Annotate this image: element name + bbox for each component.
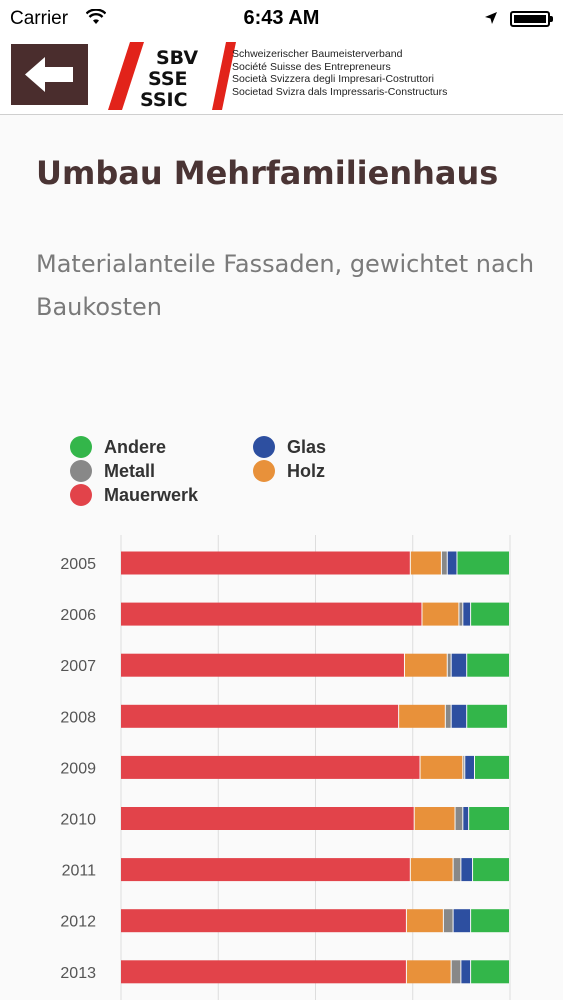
wifi-icon	[86, 9, 106, 24]
stacked-bar-chart: 2005 2006 2007 2008 2009 2010 2011 2012 2013	[60, 535, 511, 1000]
bar-segment-mauerwerk-2006[interactable]	[121, 602, 422, 626]
legend-item-holz[interactable]: Holz	[253, 459, 325, 483]
content-area: Umbau Mehrfamilienhaus Materialanteile F…	[0, 115, 563, 1000]
bar-segment-holz-2013[interactable]	[406, 960, 451, 984]
bar-segment-metall-2011[interactable]	[453, 858, 461, 882]
logo-line-3: SSIC	[140, 89, 188, 110]
bar-segment-glas-2012[interactable]	[453, 909, 471, 933]
y-tick-label: 2012	[60, 914, 96, 931]
bar-segment-holz-2005[interactable]	[410, 551, 441, 575]
bar-segment-andere-2012[interactable]	[471, 909, 509, 933]
bar-segment-metall-2013[interactable]	[451, 960, 461, 984]
bar-segment-metall-2005[interactable]	[441, 551, 447, 575]
bar-segment-glas-2006[interactable]	[463, 602, 471, 626]
y-tick-label: 2010	[60, 812, 96, 829]
legend-swatch	[70, 484, 92, 506]
bar-segment-andere-2011[interactable]	[473, 858, 509, 882]
sbv-logo: SBV SSE SSIC	[108, 42, 236, 110]
logo-line-2: SSE	[148, 68, 188, 90]
bar-segment-holz-2010[interactable]	[414, 807, 455, 830]
bar-segment-metall-2009[interactable]	[463, 755, 465, 779]
bar-segment-andere-2005[interactable]	[457, 551, 509, 575]
legend-item-mauerwerk[interactable]: Mauerwerk	[70, 483, 198, 507]
bar-segment-mauerwerk-2013[interactable]	[121, 960, 406, 984]
bar-segment-glas-2010[interactable]	[463, 807, 469, 830]
chart-legend: Andere Glas Metall Holz Mauerwerk	[70, 435, 550, 515]
org-name-it: Società Svizzera degli Impresari-Costrut…	[232, 73, 434, 85]
y-tick-label: 2007	[60, 658, 96, 675]
arrow-left-icon	[25, 57, 73, 92]
legend-item-glas[interactable]: Glas	[253, 435, 326, 459]
bar-segment-mauerwerk-2008[interactable]	[121, 704, 399, 728]
organization-names: Schweizerischer Baumeisterverband Sociét…	[232, 48, 447, 98]
location-arrow-icon	[485, 12, 497, 24]
bar-segment-holz-2006[interactable]	[422, 602, 459, 626]
bar-segment-mauerwerk-2009[interactable]	[121, 755, 420, 779]
carrier-label: Carrier	[10, 8, 69, 29]
bar-segment-mauerwerk-2005[interactable]	[121, 551, 410, 575]
y-tick-label: 2009	[60, 760, 96, 777]
legend-item-metall[interactable]: Metall	[70, 459, 155, 483]
y-tick-label: 2011	[62, 863, 97, 880]
bar-segment-glas-2008[interactable]	[451, 704, 467, 728]
bar-segment-mauerwerk-2011[interactable]	[121, 858, 410, 882]
bar-segment-andere-2007[interactable]	[467, 653, 509, 677]
bar-segment-andere-2010[interactable]	[469, 807, 509, 830]
bar-segment-glas-2005[interactable]	[447, 551, 457, 575]
bar-segment-metall-2010[interactable]	[455, 807, 463, 830]
y-tick-label: 2005	[60, 556, 96, 573]
bar-segment-holz-2008[interactable]	[399, 704, 445, 728]
bar-segment-metall-2007[interactable]	[447, 653, 451, 677]
legend-swatch	[253, 436, 275, 458]
bar-segment-glas-2013[interactable]	[461, 960, 471, 984]
bar-segment-holz-2009[interactable]	[420, 755, 463, 779]
org-name-de: Schweizerischer Baumeisterverband	[232, 48, 403, 60]
legend-label: Mauerwerk	[104, 484, 199, 505]
bar-segment-holz-2012[interactable]	[406, 909, 443, 933]
y-tick-label: 2008	[60, 709, 96, 726]
bar-segment-glas-2007[interactable]	[451, 653, 467, 677]
bar-segment-metall-2012[interactable]	[443, 909, 453, 933]
legend-swatch	[70, 436, 92, 458]
bar-segment-glas-2011[interactable]	[461, 858, 473, 882]
bar-segment-andere-2013[interactable]	[471, 960, 509, 984]
battery-icon	[510, 11, 553, 27]
back-button[interactable]	[11, 44, 88, 105]
org-name-fr: Société Suisse des Entrepreneurs	[232, 60, 391, 73]
bar-segment-glas-2009[interactable]	[465, 755, 474, 779]
bar-segment-andere-2008[interactable]	[467, 704, 508, 728]
clock: 6:43 AM	[243, 7, 320, 29]
logo-line-1: SBV	[156, 47, 198, 69]
bar-segment-holz-2011[interactable]	[410, 858, 453, 882]
page-subtitle: Materialanteile Fassaden, gewichtet nach…	[36, 250, 535, 321]
legend-label: Andere	[104, 436, 167, 457]
org-name-rm: Societad Svizra dals Impressaris-Constru…	[232, 85, 448, 98]
y-tick-label: 2006	[60, 607, 96, 624]
bar-segment-andere-2009[interactable]	[474, 755, 509, 779]
legend-label: Holz	[287, 460, 325, 481]
legend-swatch	[253, 460, 275, 482]
y-tick-label: 2013	[60, 965, 96, 982]
legend-label: Metall	[104, 460, 156, 481]
legend-swatch	[70, 460, 92, 482]
legend-label: Glas	[287, 436, 327, 457]
bar-segment-metall-2006[interactable]	[459, 602, 463, 626]
page-title: Umbau Mehrfamilienhaus	[36, 154, 499, 192]
app-header: SBV SSE SSIC Schweizerischer Baumeisterv…	[0, 36, 563, 115]
bar-segment-mauerwerk-2007[interactable]	[121, 653, 404, 677]
bar-segment-mauerwerk-2012[interactable]	[121, 909, 406, 933]
legend-item-andere[interactable]: Andere	[70, 435, 166, 459]
bar-segment-metall-2008[interactable]	[445, 704, 451, 728]
bar-segment-holz-2007[interactable]	[404, 653, 447, 677]
bar-segment-mauerwerk-2010[interactable]	[121, 807, 414, 830]
bar-segment-andere-2006[interactable]	[471, 602, 509, 626]
status-bar: Carrier 6:43 AM	[0, 0, 563, 36]
